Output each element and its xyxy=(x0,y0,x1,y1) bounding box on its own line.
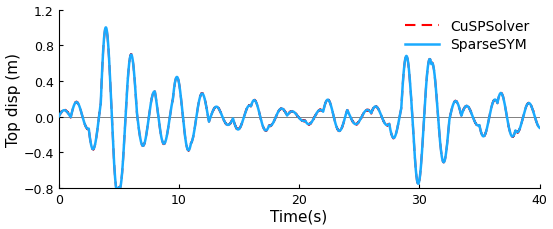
SparseSYM xyxy=(123,97,130,100)
SparseSYM xyxy=(114,191,121,194)
X-axis label: Time(s): Time(s) xyxy=(270,209,328,224)
CuSPSolver xyxy=(260,127,267,130)
CuSPSolver xyxy=(102,27,109,30)
SparseSYM xyxy=(260,127,267,130)
CuSPSolver xyxy=(298,119,304,122)
SparseSYM xyxy=(265,125,272,128)
CuSPSolver xyxy=(151,91,158,93)
SparseSYM xyxy=(102,27,109,30)
CuSPSolver xyxy=(536,127,543,130)
SparseSYM xyxy=(55,116,62,118)
Legend: CuSPSolver, SparseSYM: CuSPSolver, SparseSYM xyxy=(402,17,533,55)
Line: SparseSYM: SparseSYM xyxy=(59,28,540,193)
SparseSYM xyxy=(383,124,389,127)
SparseSYM xyxy=(298,119,304,122)
CuSPSolver xyxy=(123,97,130,100)
Y-axis label: Top disp (m): Top disp (m) xyxy=(6,52,20,146)
CuSPSolver xyxy=(114,192,121,194)
CuSPSolver xyxy=(265,125,272,128)
SparseSYM xyxy=(151,91,158,93)
SparseSYM xyxy=(536,127,543,129)
CuSPSolver xyxy=(383,124,389,127)
CuSPSolver xyxy=(55,115,62,118)
Line: CuSPSolver: CuSPSolver xyxy=(59,28,540,193)
